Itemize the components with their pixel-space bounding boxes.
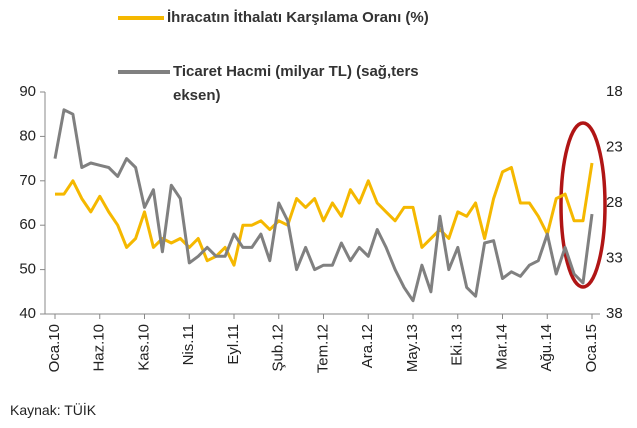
y2-tick-label: 28 (606, 194, 623, 211)
y-tick-label: 50 (19, 261, 36, 278)
series-line (55, 162, 594, 267)
y-tick-label: 80 (19, 127, 36, 144)
x-tick-label: Ara.12 (359, 324, 376, 368)
y-tick-label: 90 (19, 83, 36, 100)
x-tick-label: Kas.10 (135, 324, 152, 371)
x-tick-label: Haz.10 (91, 324, 108, 372)
source: Kaynak: TÜİK (10, 402, 97, 418)
x-tick-label: Oca.10 (46, 324, 63, 372)
legend-label: Ticaret Hacmi (milyar TL) (sağ,ters ekse… (173, 63, 419, 104)
x-tick-label: Şub.12 (270, 324, 287, 372)
series-line (53, 108, 594, 303)
x-tick-label: Tem.12 (314, 324, 331, 373)
y2-tick-label: 33 (606, 249, 623, 266)
y2-tick-label: 23 (606, 138, 623, 155)
x-tick-label: Eki.13 (449, 324, 466, 366)
x-tick-label: May.13 (404, 324, 421, 372)
x-tick-label: Nis.11 (180, 324, 197, 365)
y-tick-label: 60 (19, 216, 36, 233)
x-tick-label: Eyl.11 (225, 324, 242, 365)
y2-tick-label: 18 (606, 83, 623, 100)
legend-label: İhracatın İthalatı Karşılama Oranı (%) (167, 9, 429, 26)
y-tick-label: 70 (19, 172, 36, 189)
x-tick-label: Oca.15 (583, 324, 600, 372)
y-tick-label: 40 (19, 305, 36, 322)
x-tick-label: Ağu.14 (538, 324, 555, 372)
y2-tick-label: 38 (606, 305, 623, 322)
highlight-ellipse (559, 121, 607, 289)
x-tick-label: Mar.14 (493, 324, 510, 370)
